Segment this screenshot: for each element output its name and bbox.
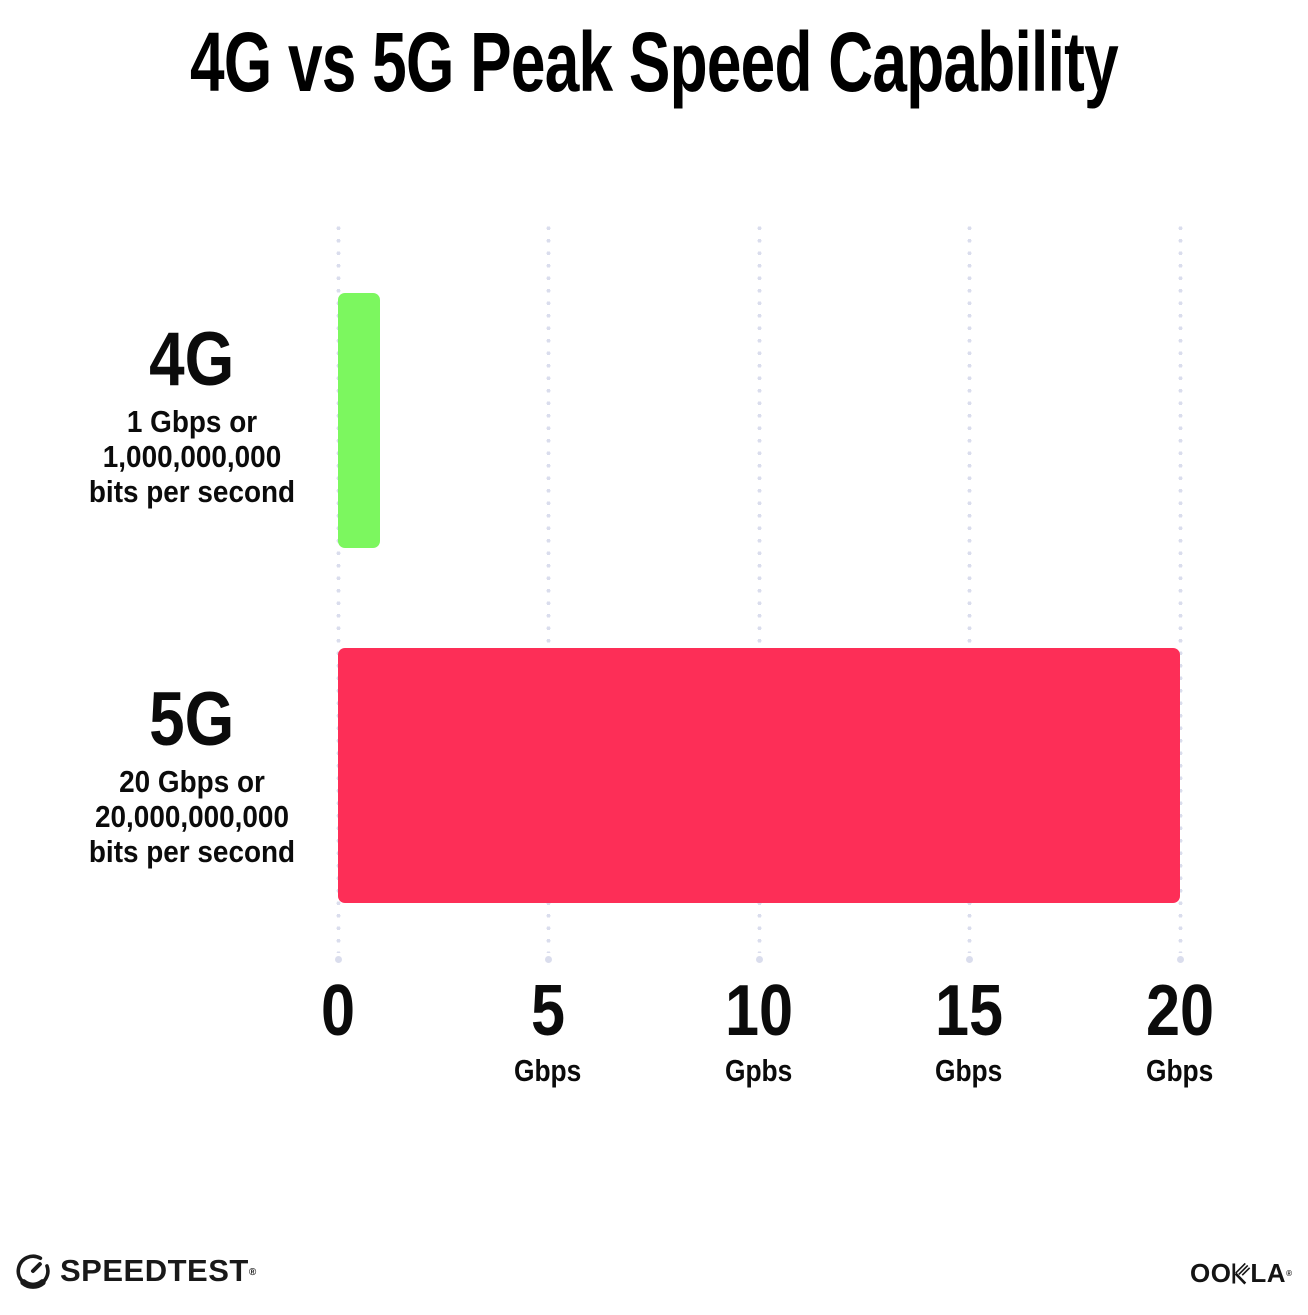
gridline-5 bbox=[545, 222, 552, 963]
x-tick-10: 10 Gpbs bbox=[679, 971, 839, 1088]
x-tick-5-value: 5 bbox=[530, 971, 566, 1051]
speedtest-trademark: ® bbox=[248, 1267, 257, 1278]
x-tick-20: 20 Gbps bbox=[1100, 971, 1260, 1088]
x-tick-5-unit: Gbps bbox=[514, 1053, 582, 1088]
row-label-5g-title: 5G bbox=[149, 677, 235, 762]
x-tick-10-unit: Gpbs bbox=[725, 1053, 793, 1088]
row-label-4g-subtext: 1 Gbps or 1,000,000,000 bits per second bbox=[57, 404, 327, 509]
bar-4g bbox=[338, 293, 380, 548]
x-tick-0: 0 bbox=[258, 971, 418, 1087]
x-tick-10-value: 10 bbox=[724, 971, 794, 1051]
row-label-4g: 4G 1 Gbps or 1,000,000,000 bits per seco… bbox=[42, 317, 342, 510]
speedtest-wordmark: SPEEDTEST® bbox=[60, 1252, 257, 1290]
bar-5g bbox=[338, 648, 1180, 903]
ookla-wordmark-la: LA bbox=[1250, 1258, 1287, 1288]
speedtest-gauge-icon bbox=[14, 1252, 52, 1290]
chart-title-text: 4G vs 5G Peak Speed Capability bbox=[190, 15, 1119, 109]
gridline-15 bbox=[966, 222, 973, 963]
ookla-stylized-k-icon bbox=[1230, 1260, 1251, 1287]
speedtest-logo: SPEEDTEST® bbox=[14, 1252, 257, 1290]
x-tick-15-value: 15 bbox=[934, 971, 1004, 1051]
row-label-5g-line3: bits per second bbox=[88, 834, 296, 869]
row-label-4g-line2: 1,000,000,000 bbox=[102, 439, 282, 474]
ookla-logo: OO LA ® bbox=[1190, 1258, 1292, 1288]
row-label-5g-line2: 20,000,000,000 bbox=[95, 799, 289, 834]
gridline-10 bbox=[756, 222, 763, 963]
gridline-0 bbox=[335, 222, 342, 963]
x-tick-15-unit: Gbps bbox=[935, 1053, 1003, 1088]
x-tick-0-value: 0 bbox=[320, 971, 356, 1051]
chart-title: 4G vs 5G Peak Speed Capability bbox=[0, 14, 1308, 111]
x-tick-15: 15 Gbps bbox=[889, 971, 1049, 1088]
ookla-trademark: ® bbox=[1286, 1268, 1292, 1278]
row-label-5g-subtext: 20 Gbps or 20,000,000,000 bits per secon… bbox=[57, 764, 327, 869]
ookla-wordmark-oo: OO bbox=[1189, 1258, 1232, 1288]
x-tick-5: 5 Gbps bbox=[468, 971, 628, 1088]
row-label-5g: 5G 20 Gbps or 20,000,000,000 bits per se… bbox=[42, 677, 342, 870]
row-label-4g-line1: 1 Gbps or bbox=[126, 404, 258, 439]
x-tick-20-value: 20 bbox=[1145, 971, 1215, 1051]
x-tick-20-unit: Gbps bbox=[1146, 1053, 1214, 1088]
speedtest-wordmark-text: SPEEDTEST bbox=[60, 1253, 249, 1288]
row-label-4g-title: 4G bbox=[149, 317, 235, 402]
gridline-20 bbox=[1177, 222, 1184, 963]
row-label-4g-line3: bits per second bbox=[88, 474, 296, 509]
row-label-5g-line1: 20 Gbps or bbox=[119, 764, 265, 799]
